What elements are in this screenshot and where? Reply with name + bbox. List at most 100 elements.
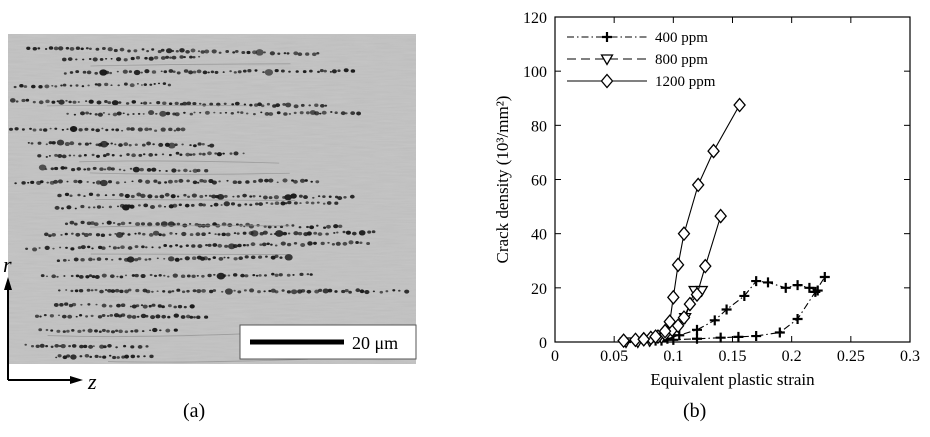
void-dot: [124, 289, 129, 294]
void-dot: [204, 194, 208, 197]
void-dot: [200, 50, 205, 54]
caption-a: (a): [183, 400, 206, 422]
void-dot: [130, 345, 135, 349]
void-dot: [50, 329, 54, 332]
void-dot: [176, 195, 180, 198]
void-dot: [111, 258, 114, 261]
void-dot: [111, 100, 119, 106]
void-dot: [131, 274, 136, 277]
void-dot: [163, 274, 166, 277]
void-dot: [156, 100, 161, 105]
void-dot: [242, 69, 247, 73]
void-dot: [125, 102, 130, 105]
x-tick-label: 0.05: [600, 348, 628, 365]
void-dot: [337, 69, 341, 72]
void-dot: [186, 274, 191, 278]
void-dot: [64, 222, 69, 226]
void-dot: [144, 56, 148, 60]
void-dot: [234, 101, 240, 106]
void-dot: [305, 201, 309, 204]
void-dot: [57, 179, 63, 184]
void-dot: [45, 328, 49, 332]
void-dot: [198, 55, 201, 58]
void-dot: [208, 289, 214, 294]
void-dot: [143, 355, 146, 358]
void-dot: [156, 257, 159, 260]
void-dot: [102, 112, 106, 114]
void-dot: [44, 232, 49, 237]
void-dot: [237, 180, 242, 184]
void-dot: [115, 231, 124, 238]
void-dot: [174, 179, 178, 183]
void-dot: [54, 166, 59, 171]
void-dot: [137, 345, 143, 349]
void-dot: [140, 102, 143, 105]
grain-boundary: [108, 358, 309, 363]
point-diamond: [677, 226, 691, 242]
void-dot: [348, 290, 352, 294]
void-dot: [244, 255, 249, 259]
void-dot: [127, 246, 133, 250]
void-dot: [75, 274, 80, 278]
chart-axes: 0 0.05 0.1 0.15 0.2 0.25 0.3 0 20 40 60 80 100 120: [523, 10, 920, 365]
void-dot: [25, 98, 30, 102]
void-dot: [147, 194, 153, 199]
void-dot: [344, 289, 349, 293]
void-dot: [169, 56, 172, 59]
void-dot: [265, 201, 269, 204]
void-dot: [122, 112, 125, 115]
void-dot: [65, 99, 68, 102]
void-dot: [204, 315, 209, 319]
void-dot: [186, 289, 190, 293]
void-dot: [95, 303, 98, 306]
void-dot: [317, 195, 321, 198]
void-dot: [39, 343, 45, 348]
void-dot: [114, 233, 117, 235]
void-dot: [208, 232, 211, 235]
void-dot: [295, 70, 299, 73]
void-dot: [101, 314, 106, 317]
void-dot: [255, 274, 259, 277]
void-dot: [333, 231, 336, 234]
void-dot: [244, 203, 248, 206]
void-dot: [13, 85, 17, 89]
void-dot: [101, 222, 104, 225]
void-dot: [108, 354, 112, 357]
point-plus: [751, 276, 762, 287]
void-dot: [27, 142, 30, 144]
void-dot: [77, 101, 80, 103]
point-diamond: [714, 208, 728, 224]
void-dot: [14, 127, 19, 131]
void-dot: [322, 195, 326, 198]
void-dot: [115, 329, 119, 333]
void-dot: [120, 221, 126, 226]
void-dot: [268, 289, 272, 293]
void-dot: [225, 50, 230, 53]
void-dot: [207, 151, 212, 156]
void-dot: [137, 257, 142, 261]
void-dot: [242, 243, 246, 247]
void-dot: [110, 167, 115, 171]
void-dot: [151, 48, 155, 51]
void-dot: [196, 275, 199, 277]
void-dot: [107, 101, 112, 105]
void-dot: [101, 273, 107, 278]
void-dot: [106, 142, 110, 146]
chart-legend: 400 ppm 800 ppm 1200 ppm: [567, 30, 716, 90]
void-dot: [216, 152, 222, 157]
void-dot: [274, 244, 278, 247]
void-dot: [178, 203, 182, 207]
void-dot: [140, 313, 147, 319]
void-dot: [324, 104, 328, 107]
void-dot: [151, 70, 157, 74]
void-dot: [261, 242, 267, 247]
void-dot: [344, 112, 348, 115]
void-dot: [110, 289, 116, 293]
void-dot: [95, 143, 99, 147]
void-dot: [116, 275, 119, 278]
void-dot: [63, 72, 67, 75]
void-dot: [83, 344, 88, 349]
void-dot: [199, 111, 202, 114]
void-dot: [126, 256, 135, 263]
void-dot: [15, 100, 19, 103]
